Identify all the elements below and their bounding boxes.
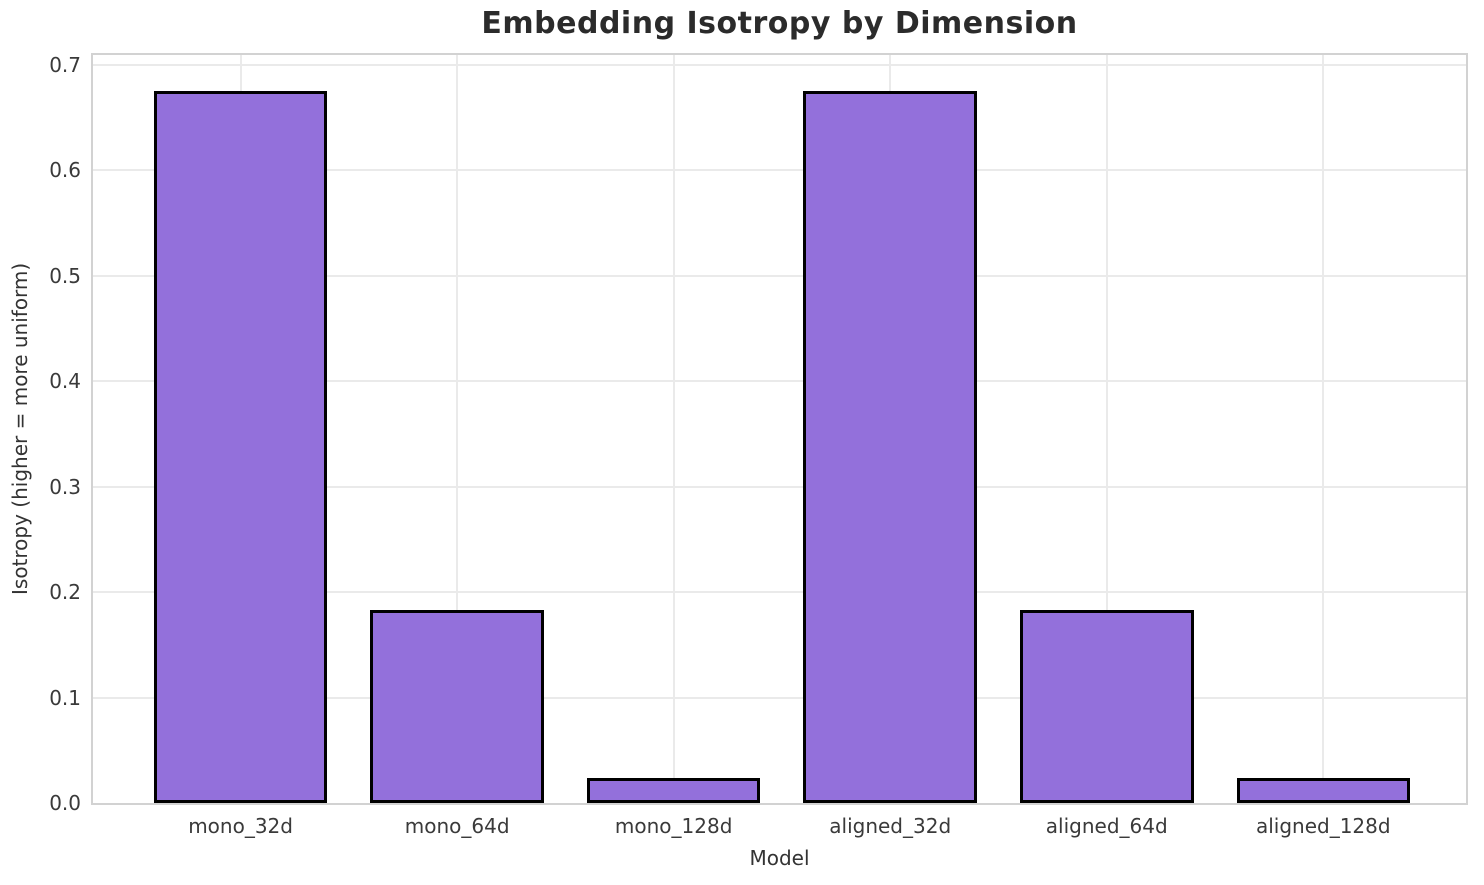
horizontal-gridline bbox=[93, 380, 1466, 382]
horizontal-gridline bbox=[93, 274, 1466, 277]
x-tick-label: mono_32d bbox=[188, 814, 293, 838]
x-tick-label: aligned_128d bbox=[1255, 814, 1391, 838]
vertical-gridline bbox=[1322, 55, 1325, 803]
y-tick-label: 0.2 bbox=[49, 580, 81, 604]
y-tick-label: 0.1 bbox=[49, 685, 81, 710]
bar-mono_32d bbox=[153, 90, 328, 803]
x-tick-label: aligned_32d bbox=[829, 814, 952, 838]
horizontal-gridline bbox=[93, 696, 1466, 699]
x-axis-label: Model bbox=[749, 846, 810, 870]
bar-aligned_32d bbox=[803, 90, 977, 803]
y-tick-label: 0.7 bbox=[49, 52, 81, 77]
y-tick-label: 0.0 bbox=[49, 791, 81, 815]
x-tick-label: aligned_64d bbox=[1045, 814, 1168, 838]
horizontal-gridline bbox=[93, 485, 1466, 488]
bar-mono_128d bbox=[586, 777, 761, 803]
y-tick-label: 0.6 bbox=[49, 158, 81, 182]
plot-area: 0.0 0.1 0.2 0.3 0.4 0.5 0.6 0.7 mono_32d mono_64d… bbox=[49, 53, 1468, 838]
horizontal-gridline bbox=[93, 63, 1466, 66]
y-tick-label: 0.5 bbox=[49, 263, 81, 288]
horizontal-gridline bbox=[93, 591, 1466, 593]
bar-aligned_64d bbox=[1019, 609, 1194, 803]
x-tick-label: mono_64d bbox=[404, 814, 510, 838]
bar-aligned_128d bbox=[1236, 777, 1411, 803]
y-tick-label: 0.3 bbox=[49, 474, 81, 499]
vertical-gridline bbox=[456, 55, 459, 803]
vertical-gridline bbox=[1105, 55, 1108, 803]
y-axis-label: Isotropy (higher = more uniform) bbox=[8, 262, 32, 596]
chart-title: Embedding Isotropy by Dimension bbox=[481, 6, 1078, 41]
vertical-gridline bbox=[672, 55, 675, 803]
bar-mono_64d bbox=[370, 609, 544, 803]
y-tick-label: 0.4 bbox=[49, 369, 81, 393]
x-tick-label: mono_128d bbox=[614, 814, 733, 838]
horizontal-gridline bbox=[93, 169, 1466, 171]
